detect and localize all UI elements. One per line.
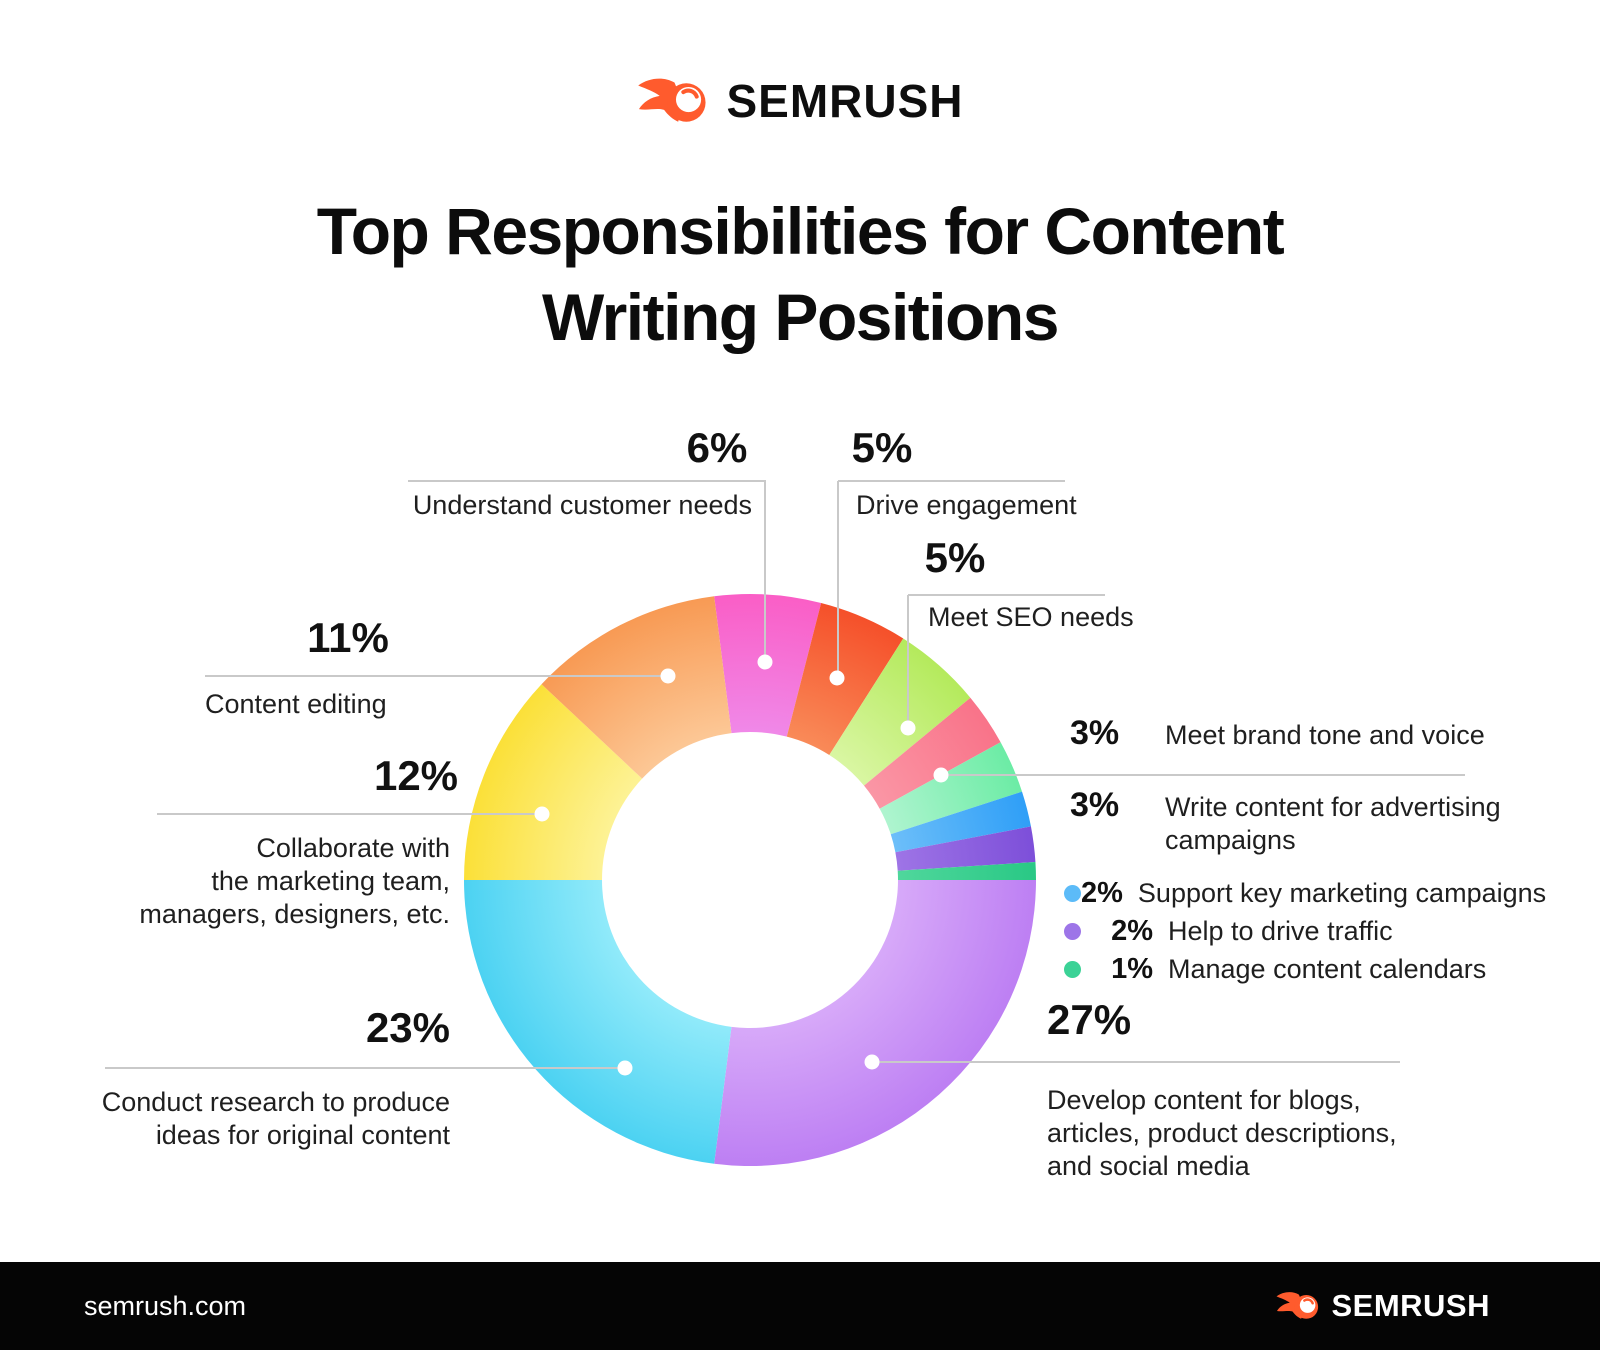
callout-drive-pct: 5% [851, 424, 913, 471]
segment-marker-dot [660, 668, 676, 684]
segment-marker-dot [864, 1054, 880, 1070]
segment-marker-dot [757, 654, 773, 670]
donut-segment [829, 638, 971, 786]
legend-row-calendars: 1% Manage content calendars [1064, 951, 1524, 987]
brand-wordmark: SEMRUSH [726, 75, 964, 127]
legend-row-traffic: 2% Help to drive traffic [1064, 913, 1524, 949]
page-title-line1: Top Responsibilities for Content [316, 194, 1285, 268]
callout-understand-label: Understand customer needs [412, 490, 752, 520]
callout-develop-label: Develop content for blogs, articles, pro… [1047, 1085, 1397, 1181]
legend-calendars-label: Manage content calendars [1168, 953, 1487, 984]
donut-segment [464, 880, 732, 1164]
footer-logo: SEMRUSH [1275, 1288, 1490, 1324]
callout-drive-label: Drive engagement [856, 490, 1077, 520]
segment-marker-dot [534, 806, 550, 822]
segment-marker-dot [829, 670, 845, 686]
legend-dot-blue [1064, 884, 1081, 902]
callout-brand-tone-pct: 3% [1070, 714, 1120, 752]
donut-segment [786, 602, 904, 756]
donut-segment [714, 594, 822, 737]
legend-support-pct: 2% [1081, 876, 1123, 909]
callout-seo-label: Meet SEO needs [928, 602, 1134, 632]
callout-research-pct: 23% [365, 1004, 450, 1051]
legend-dot-green [1064, 960, 1081, 978]
callout-advertising-pct: 3% [1070, 786, 1120, 824]
segment-marker-dot [900, 720, 916, 736]
legend-support-label: Support key marketing campaigns [1137, 877, 1547, 908]
donut-segment [864, 697, 1001, 809]
segment-marker-dot [617, 1060, 633, 1076]
segment-marker-dot [933, 767, 949, 783]
callout-editing-pct: 11% [307, 614, 389, 661]
semrush-flame-icon [638, 78, 707, 122]
legend-row-support: 2% Support key marketing campaigns [1064, 875, 1546, 911]
callout-collaborate-pct: 12% [373, 752, 459, 799]
callout-editing-label: Content editing [205, 689, 387, 719]
donut-segment [541, 596, 732, 779]
callout-seo-pct: 5% [924, 534, 986, 581]
donut-segment [890, 791, 1031, 853]
callout-advertising-label: Write content for advertising campaigns [1165, 792, 1501, 855]
callout-understand-pct: 6% [686, 424, 748, 471]
page-title: Top Responsibilities for Content Writing… [0, 188, 1600, 360]
callout-brand-tone-label: Meet brand tone and voice [1165, 720, 1485, 750]
callout-collaborate-label: Collaborate with the marketing team, man… [139, 833, 450, 929]
donut-segment [879, 742, 1023, 835]
donut-segment [897, 862, 1036, 880]
semrush-flame-icon [1276, 1292, 1319, 1319]
footer-wordmark: SEMRUSH [1331, 1288, 1490, 1323]
donut-segment [714, 880, 1036, 1166]
donut-segment [895, 826, 1036, 871]
callout-develop-pct: 27% [1047, 996, 1132, 1043]
legend-traffic-pct: 2% [1111, 914, 1153, 947]
legend-dot-purple [1064, 922, 1081, 940]
page-title-line2: Writing Positions [542, 280, 1059, 354]
footer-site-url: semrush.com [84, 1290, 247, 1321]
legend-calendars-pct: 1% [1111, 952, 1153, 985]
legend-traffic-label: Help to drive traffic [1168, 915, 1393, 946]
header-logo: SEMRUSH [0, 74, 1600, 128]
footer-bar: semrush.com SEMRUSH [0, 1262, 1600, 1350]
callout-research-label: Conduct research to produce ideas for or… [101, 1087, 450, 1150]
